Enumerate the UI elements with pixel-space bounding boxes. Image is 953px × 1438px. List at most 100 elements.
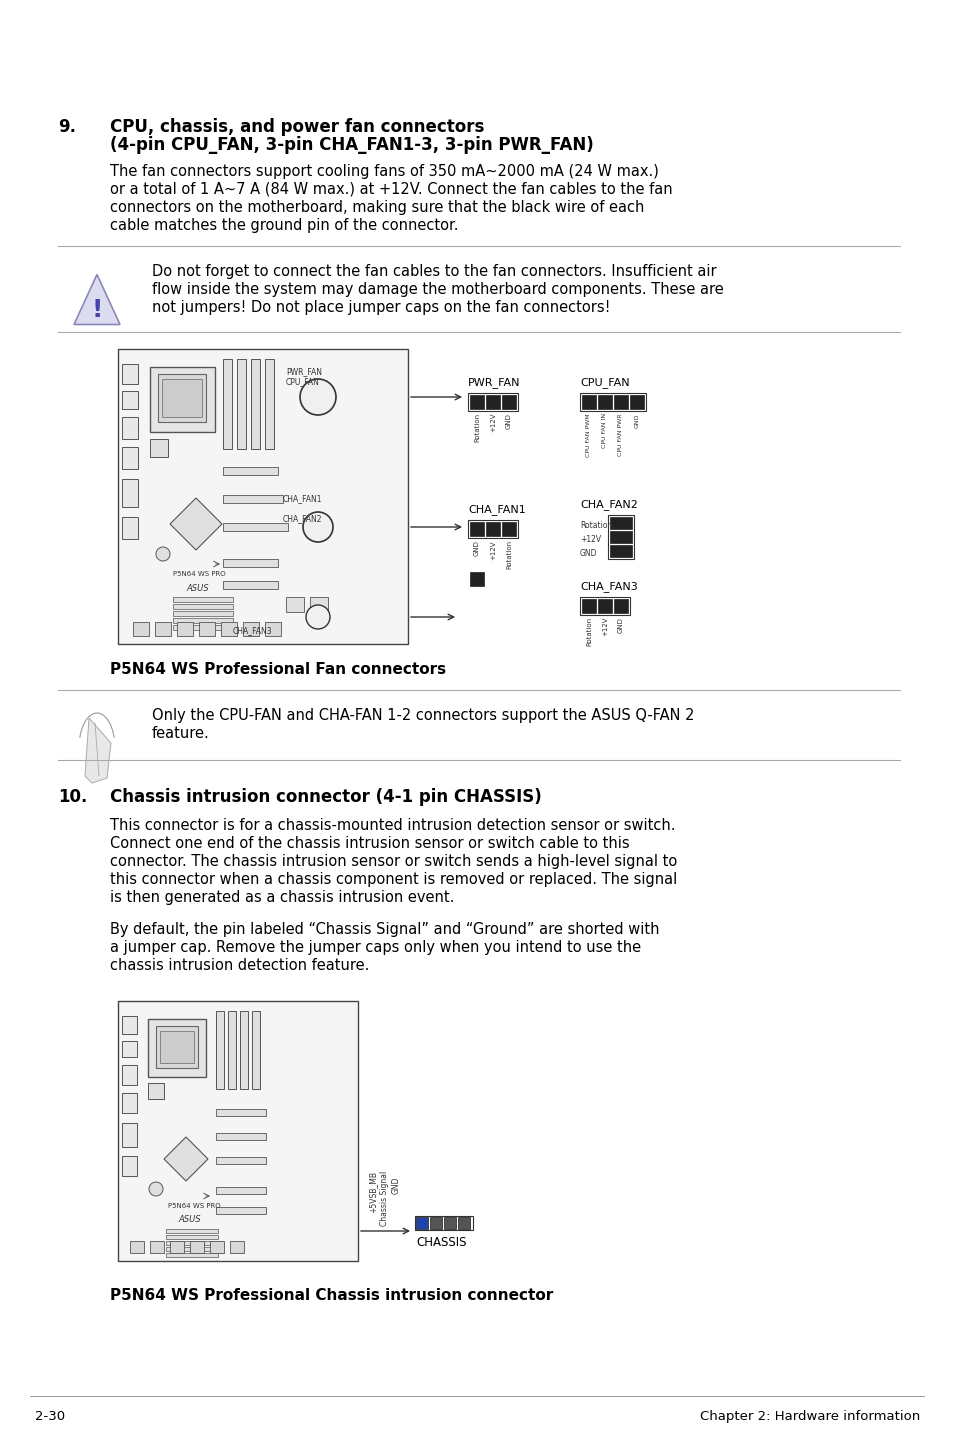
Bar (148, 1083, 164, 1099)
Text: or a total of 1 A~7 A (84 W max.) at +12V. Connect the fan cables to the fan: or a total of 1 A~7 A (84 W max.) at +12… (110, 183, 672, 197)
Text: By default, the pin labeled “Chassis Signal” and “Ground” are shorted with: By default, the pin labeled “Chassis Sig… (110, 922, 659, 938)
Text: is then generated as a chassis intrusion event.: is then generated as a chassis intrusion… (110, 890, 454, 905)
Text: GND: GND (634, 413, 639, 427)
Bar (501, 395, 516, 408)
Text: Rotation: Rotation (579, 521, 612, 529)
Text: 10.: 10. (58, 788, 88, 807)
Bar (122, 1017, 137, 1034)
Bar (579, 393, 645, 411)
Bar (416, 1217, 428, 1229)
Bar (501, 522, 516, 536)
Bar (166, 1235, 218, 1240)
Text: Chassis Signal: Chassis Signal (379, 1171, 389, 1227)
Polygon shape (74, 275, 120, 325)
Text: P5N64 WS Professional Chassis intrusion connector: P5N64 WS Professional Chassis intrusion … (110, 1288, 553, 1303)
Bar (122, 364, 138, 384)
Text: CHA_FAN3: CHA_FAN3 (579, 581, 638, 592)
Bar (122, 1041, 137, 1057)
Bar (251, 360, 260, 449)
Bar (430, 1217, 441, 1229)
Bar (210, 1241, 224, 1252)
Bar (598, 600, 612, 613)
Text: GND: GND (579, 548, 597, 558)
Bar (122, 417, 138, 439)
Text: GND: GND (392, 1176, 400, 1194)
Circle shape (156, 546, 170, 561)
Bar (243, 623, 258, 636)
Bar (457, 1217, 470, 1229)
Text: Chapter 2: Hardware information: Chapter 2: Hardware information (699, 1411, 919, 1424)
Bar (118, 349, 408, 644)
Bar (223, 523, 288, 531)
Bar (252, 1011, 260, 1089)
Text: CHA_FAN1: CHA_FAN1 (468, 503, 525, 515)
Text: CPU, chassis, and power fan connectors: CPU, chassis, and power fan connectors (110, 118, 484, 137)
Bar (614, 600, 627, 613)
Bar (162, 380, 202, 417)
Bar (215, 1206, 266, 1214)
Bar (122, 1066, 137, 1086)
Text: GND: GND (505, 413, 512, 429)
Text: CHA_FAN2: CHA_FAN2 (283, 513, 322, 523)
Bar (150, 439, 168, 457)
Text: P5N64 WS PRO: P5N64 WS PRO (168, 1204, 220, 1209)
Bar (177, 623, 193, 636)
Bar (122, 1156, 137, 1176)
Text: +12V: +12V (601, 617, 607, 637)
Bar (156, 1025, 198, 1068)
Bar (130, 1241, 144, 1252)
Text: ASUS: ASUS (186, 584, 209, 592)
Bar (579, 597, 629, 615)
Bar (118, 1001, 357, 1261)
Bar (166, 1229, 218, 1232)
Bar (170, 1241, 184, 1252)
Bar (236, 360, 246, 449)
Text: Rotation: Rotation (474, 413, 479, 441)
Bar (470, 522, 483, 536)
Text: This connector is for a chassis-mounted intrusion detection sensor or switch.: This connector is for a chassis-mounted … (110, 818, 675, 833)
Bar (132, 623, 149, 636)
Circle shape (299, 380, 335, 416)
Bar (215, 1133, 266, 1140)
Text: chassis intrusion detection feature.: chassis intrusion detection feature. (110, 958, 369, 974)
Bar (158, 374, 206, 421)
Text: !: ! (91, 298, 103, 322)
Bar (166, 1252, 218, 1257)
Circle shape (149, 1182, 163, 1196)
Bar (629, 395, 643, 408)
Bar (609, 518, 631, 529)
Text: +12V: +12V (579, 535, 600, 544)
Bar (228, 1011, 235, 1089)
Bar (607, 515, 634, 559)
Text: P5N64 WS PRO: P5N64 WS PRO (172, 571, 226, 577)
Bar (223, 559, 277, 567)
Bar (172, 618, 233, 623)
Text: CPU FAN PWR: CPU FAN PWR (618, 413, 623, 456)
Text: Do not forget to connect the fan cables to the fan connectors. Insufficient air: Do not forget to connect the fan cables … (152, 265, 716, 279)
Bar (122, 1123, 137, 1148)
Text: Only the CPU-FAN and CHA-FAN 1-2 connectors support the ASUS Q-FAN 2: Only the CPU-FAN and CHA-FAN 1-2 connect… (152, 707, 694, 723)
Text: Rotation: Rotation (505, 541, 512, 569)
Bar (190, 1241, 204, 1252)
Bar (310, 597, 328, 613)
Text: cable matches the ground pin of the connector.: cable matches the ground pin of the conn… (110, 219, 458, 233)
Text: +5VSB_MB: +5VSB_MB (368, 1171, 376, 1214)
Bar (240, 1011, 248, 1089)
Bar (470, 395, 483, 408)
Bar (223, 495, 283, 503)
Text: CPU FAN PWM: CPU FAN PWM (586, 413, 591, 457)
Text: Chassis intrusion connector (4-1 pin CHASSIS): Chassis intrusion connector (4-1 pin CHA… (110, 788, 541, 807)
Bar (122, 479, 138, 508)
Text: Rotation: Rotation (585, 617, 592, 646)
Bar (286, 597, 304, 613)
Bar (160, 1031, 193, 1063)
Bar (172, 604, 233, 610)
Bar (223, 360, 232, 449)
Bar (215, 1158, 266, 1163)
Bar (581, 395, 596, 408)
Text: connector. The chassis intrusion sensor or switch sends a high-level signal to: connector. The chassis intrusion sensor … (110, 854, 677, 869)
Bar (166, 1241, 218, 1245)
Polygon shape (85, 718, 111, 784)
Bar (265, 360, 274, 449)
Text: (4-pin CPU_FAN, 3-pin CHA_FAN1-3, 3-pin PWR_FAN): (4-pin CPU_FAN, 3-pin CHA_FAN1-3, 3-pin … (110, 137, 593, 154)
